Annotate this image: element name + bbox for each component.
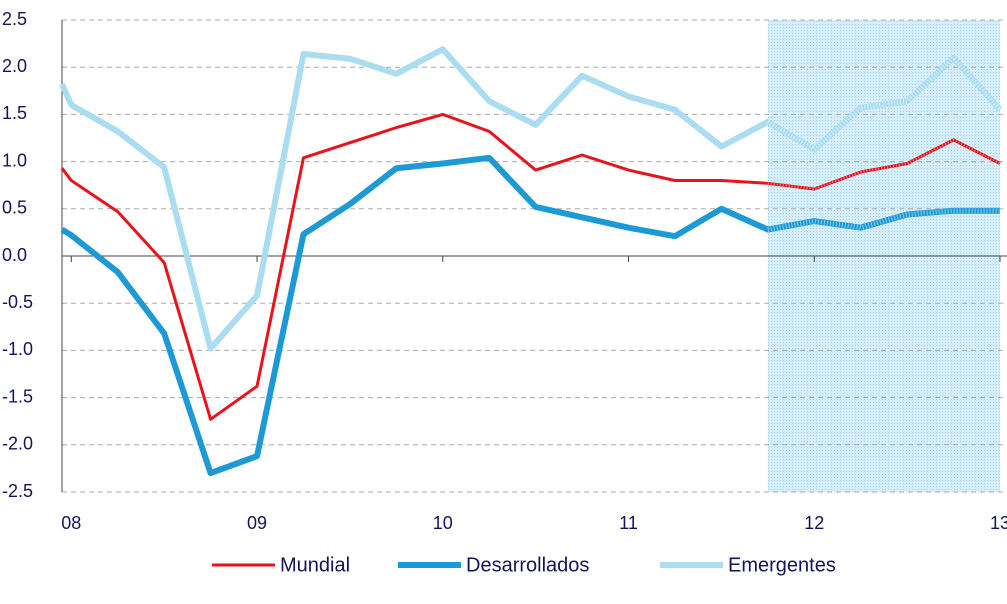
forecast-overlay [767,208,1000,233]
legend-label: Emergentes [728,554,836,576]
series-line [60,112,1001,421]
x-tick-label: 10 [433,513,453,533]
x-tick-label: 12 [804,513,824,533]
y-tick-label: -1.0 [2,339,33,359]
legend-label: Desarrollados [466,554,589,576]
y-tick-label: -0.5 [2,292,33,312]
x-tick-label: 08 [61,513,81,533]
y-tick-label: 1.5 [2,103,27,123]
y-tick-label: -2.5 [2,481,33,501]
x-tick-label: 13 [990,513,1007,533]
x-tick-label: 09 [247,513,267,533]
series-line [60,154,1000,477]
y-tick-label: 2.5 [2,9,27,29]
y-tick-label: -1.5 [2,386,33,406]
y-tick-label: -2.0 [2,434,33,454]
y-tick-label: 0.5 [2,198,27,218]
x-tick-label: 11 [619,513,638,533]
legend-label: Mundial [280,554,350,576]
y-tick-label: 2.0 [2,56,27,76]
y-tick-label: 0.0 [2,245,27,265]
y-tick-label: 1.0 [2,150,27,170]
series-line [59,46,1003,352]
forecast-overlay [767,138,1001,190]
